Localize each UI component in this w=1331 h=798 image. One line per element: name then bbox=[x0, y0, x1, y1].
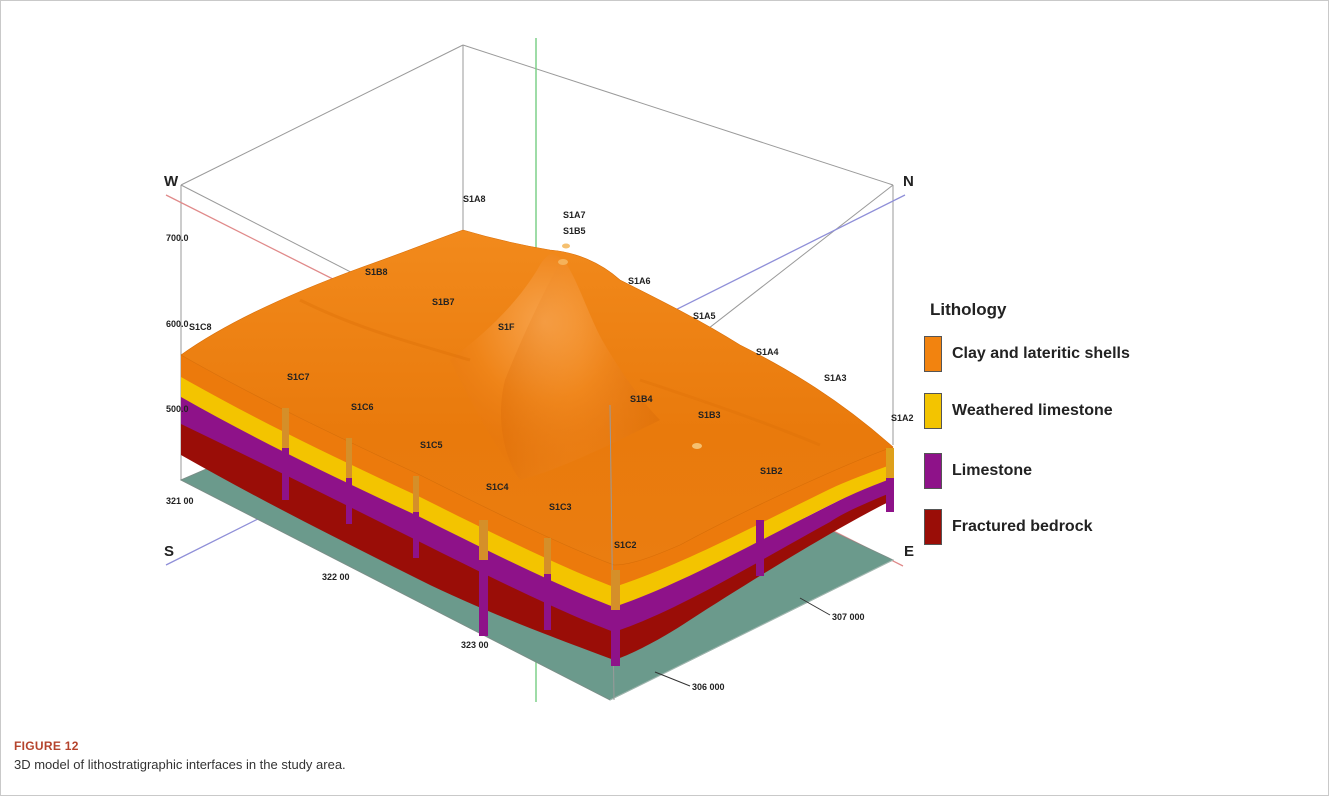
legend-swatch-clay bbox=[924, 336, 942, 372]
borehole-label: S1A3 bbox=[824, 373, 847, 383]
legend-label-fractured-bedrock: Fractured bedrock bbox=[952, 518, 1093, 535]
borehole-label: S1B4 bbox=[630, 394, 653, 404]
legend-item-clay: Clay and lateritic shells bbox=[924, 335, 1130, 373]
layer-fractured-bedrock-side bbox=[181, 420, 893, 660]
borehole-label: S1A2 bbox=[891, 413, 914, 423]
borehole-label: S1C3 bbox=[549, 502, 572, 512]
coordinate-tick-322: 322 00 bbox=[322, 572, 350, 582]
legend-label-limestone: Limestone bbox=[952, 462, 1033, 479]
compass-north: N bbox=[903, 173, 914, 190]
legend-swatch-fractured-bedrock bbox=[924, 509, 942, 545]
borehole-label: S1C6 bbox=[351, 402, 374, 412]
figure-label: FIGURE 12 bbox=[14, 739, 79, 753]
compass-south: S bbox=[164, 543, 174, 560]
elevation-tick-500: 500.0 bbox=[166, 404, 189, 414]
legend-label-weathered-limestone: Weathered limestone bbox=[952, 402, 1113, 419]
borehole-label: S1A5 bbox=[693, 311, 716, 321]
layer-weathered-limestone-side bbox=[181, 375, 893, 607]
legend-label-clay: Clay and lateritic shells bbox=[952, 345, 1130, 362]
borehole-label: S1F bbox=[498, 322, 515, 332]
compass-west: W bbox=[164, 173, 179, 190]
elevation-tick-600: 600.0 bbox=[166, 319, 189, 329]
borehole-label: S1C4 bbox=[486, 482, 509, 492]
borehole-label: S1B2 bbox=[760, 466, 783, 476]
borehole-label: S1B5 bbox=[563, 226, 586, 236]
borehole-label: S1B3 bbox=[698, 410, 721, 420]
borehole-label: S1B7 bbox=[432, 297, 455, 307]
layer-limestone-side bbox=[181, 395, 893, 632]
compass-east: E bbox=[904, 543, 914, 560]
3d-lithology-model: W N S E 700.0 600.0 500.0 321 00 322 00 … bbox=[164, 38, 914, 702]
borehole-label: S1A4 bbox=[756, 347, 779, 357]
coordinate-tick-321: 321 00 bbox=[166, 496, 194, 506]
coordinate-tick-307000: 307 000 bbox=[832, 612, 865, 622]
coordinate-tick-306000: 306 000 bbox=[692, 682, 725, 692]
elevation-tick-700: 700.0 bbox=[166, 233, 189, 243]
layer-clay-side bbox=[181, 355, 893, 587]
legend-item-weathered-limestone: Weathered limestone bbox=[924, 392, 1113, 430]
borehole-label: S1C2 bbox=[614, 540, 637, 550]
borehole-label: S1C5 bbox=[420, 440, 443, 450]
legend-swatch-weathered-limestone bbox=[924, 393, 942, 429]
borehole-label: S1A8 bbox=[463, 194, 486, 204]
borehole-labels: S1A8 S1A7 S1B5 S1A6 S1A5 S1A4 S1A3 S1A2 … bbox=[189, 194, 914, 550]
borehole-columns bbox=[282, 408, 894, 666]
figure-caption: 3D model of lithostratigraphic interface… bbox=[14, 757, 346, 772]
borehole-label: S1C8 bbox=[189, 322, 212, 332]
borehole-label: S1C7 bbox=[287, 372, 310, 382]
legend-item-fractured-bedrock: Fractured bedrock bbox=[924, 508, 1092, 546]
borehole-label: S1A6 bbox=[628, 276, 651, 286]
coordinate-tick-323: 323 00 bbox=[461, 640, 489, 650]
legend-swatch-limestone bbox=[924, 453, 942, 489]
legend-item-limestone: Limestone bbox=[924, 452, 1032, 490]
legend-title: Lithology bbox=[930, 300, 1007, 319]
borehole-label: S1B8 bbox=[365, 267, 388, 277]
borehole-label: S1A7 bbox=[563, 210, 586, 220]
